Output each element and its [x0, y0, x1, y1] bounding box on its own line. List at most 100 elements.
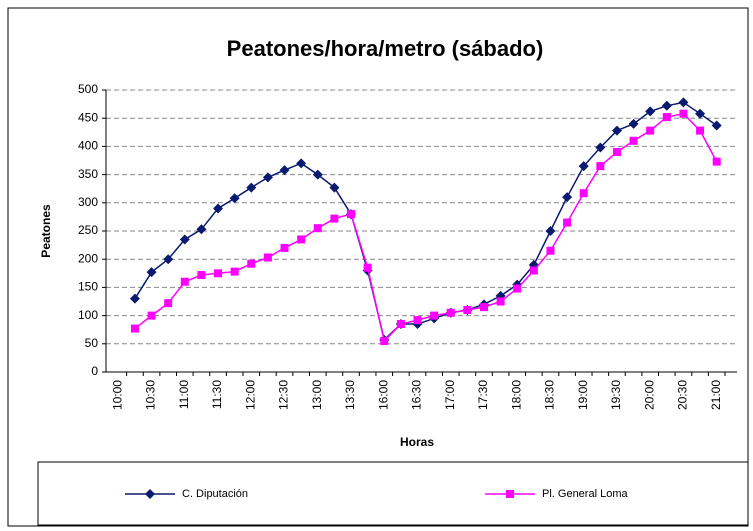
- x-tick-label: 20:30: [676, 380, 690, 410]
- data-point: [130, 324, 139, 333]
- data-point: [596, 162, 605, 171]
- data-point: [611, 125, 622, 136]
- data-point: [296, 158, 307, 169]
- y-tick-label: 0: [91, 364, 98, 378]
- y-tick-label: 400: [78, 139, 98, 153]
- y-tick-label: 100: [78, 308, 98, 322]
- data-point: [279, 165, 290, 176]
- data-point: [529, 266, 538, 275]
- data-point: [430, 311, 439, 320]
- data-point: [146, 267, 157, 278]
- data-point: [363, 263, 372, 272]
- data-point: [662, 113, 671, 122]
- chart-frame: [7, 7, 749, 527]
- y-tick-label: 150: [78, 280, 98, 294]
- x-tick-label: 16:00: [376, 380, 390, 410]
- x-axis-label: Horas: [400, 435, 434, 449]
- data-point: [563, 218, 572, 227]
- data-point: [380, 336, 389, 345]
- chart-title: Peatones/hora/metro (sábado): [227, 36, 544, 61]
- x-tick-label: 10:00: [110, 380, 124, 410]
- legend-label: C. Diputación: [182, 488, 248, 500]
- data-point: [396, 320, 405, 329]
- x-tick-label: 12:00: [243, 380, 257, 410]
- data-point: [263, 253, 272, 262]
- y-tick-label: 50: [85, 336, 99, 350]
- data-point: [214, 269, 223, 278]
- data-point: [213, 203, 224, 214]
- data-point: [496, 297, 505, 306]
- data-point: [463, 305, 472, 314]
- x-tick-label: 13:30: [343, 380, 357, 410]
- y-tick-label: 250: [78, 223, 98, 237]
- x-tick-label: 12:30: [277, 380, 291, 410]
- data-point: [262, 172, 273, 183]
- data-point: [545, 226, 556, 236]
- data-point: [506, 490, 514, 498]
- data-point: [678, 97, 689, 108]
- data-point: [579, 189, 588, 198]
- data-point: [147, 311, 156, 320]
- x-tick-label: 11:30: [210, 380, 224, 409]
- data-point: [513, 284, 522, 293]
- data-point: [297, 235, 306, 244]
- legend-label: Pl. General Loma: [542, 488, 628, 500]
- y-axis-label: Peatones: [39, 204, 53, 258]
- data-point: [229, 193, 240, 204]
- data-point: [679, 109, 688, 118]
- y-tick-label: 200: [78, 251, 98, 265]
- data-point: [230, 267, 239, 276]
- data-point: [329, 182, 340, 193]
- data-point: [612, 148, 621, 157]
- data-point: [562, 192, 573, 203]
- data-point: [712, 157, 721, 166]
- data-point: [129, 293, 140, 304]
- x-tick-label: 17:00: [443, 380, 457, 410]
- x-tick-label: 21:00: [709, 380, 723, 410]
- data-point: [546, 246, 555, 255]
- data-point: [711, 120, 722, 131]
- data-point: [646, 126, 655, 135]
- x-tick-label: 10:30: [144, 380, 158, 410]
- data-point: [247, 259, 256, 268]
- data-point: [347, 210, 356, 219]
- data-point: [629, 136, 638, 145]
- data-point: [246, 182, 257, 193]
- data-point: [661, 100, 672, 111]
- data-point: [695, 108, 706, 119]
- x-tick-label: 16:30: [410, 380, 424, 410]
- y-tick-label: 300: [78, 195, 98, 209]
- data-point: [164, 299, 173, 308]
- x-tick-label: 19:00: [576, 380, 590, 410]
- x-tick-label: 18:30: [543, 380, 557, 410]
- data-point: [145, 489, 155, 499]
- data-point: [280, 243, 289, 252]
- x-tick-label: 13:00: [310, 380, 324, 410]
- y-tick-label: 450: [78, 110, 98, 124]
- data-point: [479, 303, 488, 312]
- data-point: [645, 106, 656, 117]
- data-point: [312, 169, 323, 180]
- data-point: [180, 277, 189, 286]
- data-point: [163, 254, 174, 265]
- data-point: [313, 224, 322, 233]
- data-point: [179, 234, 190, 245]
- x-tick-label: 20:00: [642, 380, 656, 410]
- data-point: [446, 308, 455, 317]
- data-point: [330, 214, 339, 223]
- x-tick-label: 19:30: [609, 380, 623, 410]
- data-point: [578, 161, 589, 172]
- y-tick-label: 350: [78, 167, 98, 181]
- y-tick-label: 500: [78, 82, 98, 96]
- data-point: [595, 142, 606, 153]
- data-point: [196, 224, 207, 235]
- x-tick-label: 11:00: [177, 380, 191, 409]
- x-tick-label: 17:30: [476, 380, 490, 410]
- x-tick-label: 18:00: [509, 380, 523, 410]
- data-point: [413, 316, 422, 325]
- data-point: [696, 126, 705, 135]
- data-point: [197, 270, 206, 279]
- data-point: [628, 118, 639, 129]
